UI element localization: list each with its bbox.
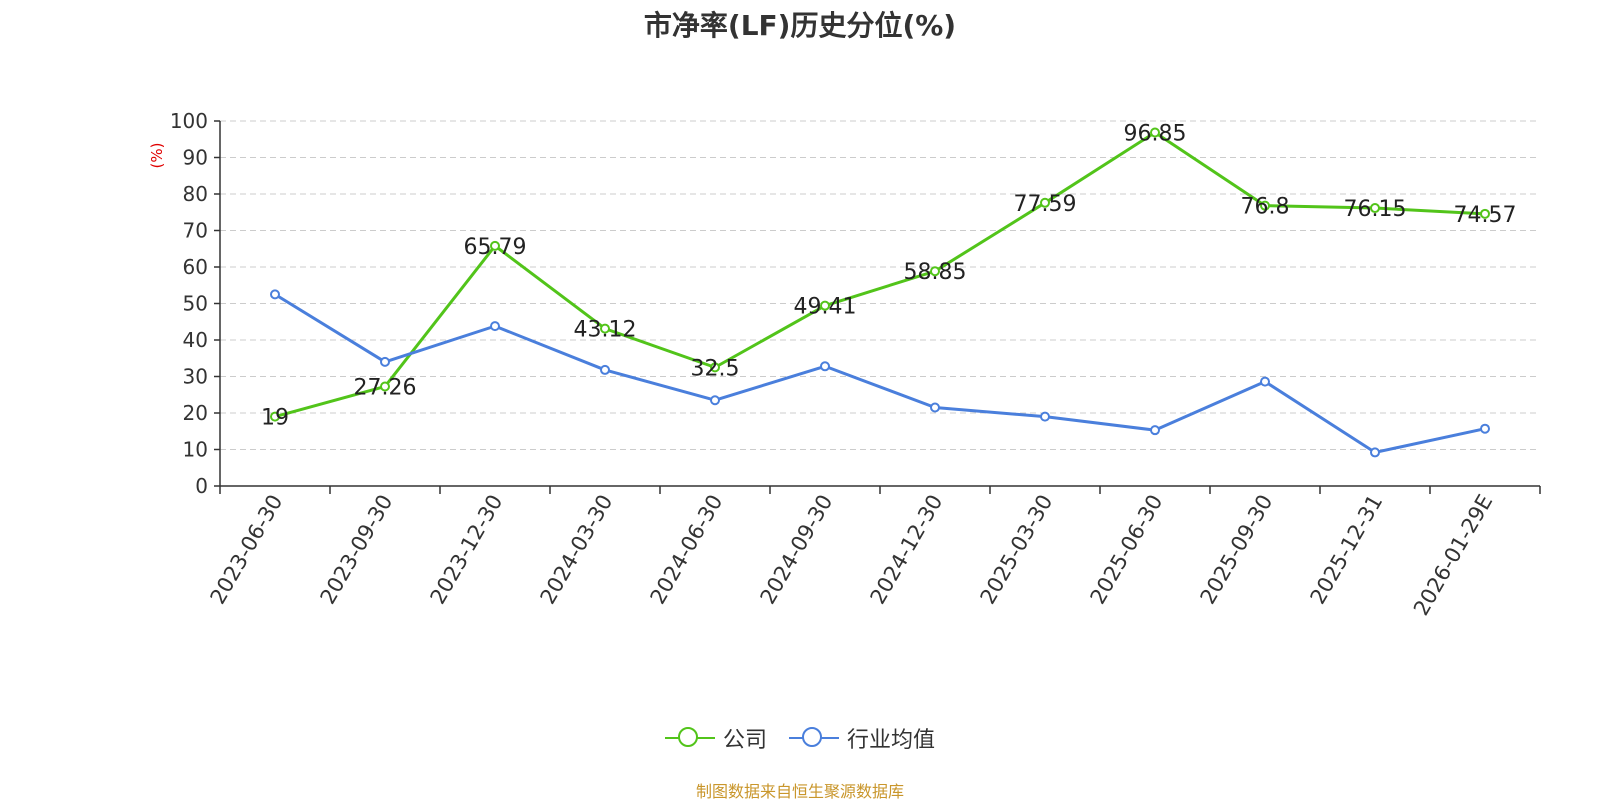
data-point <box>1040 411 1050 422</box>
data-label: 32.5 <box>691 356 740 381</box>
y-tick-label: 60 <box>183 255 208 279</box>
data-label: 96.85 <box>1124 121 1187 146</box>
data-source-note: 制图数据来自恒生聚源数据库 <box>695 782 904 801</box>
legend-label: 行业均值 <box>847 728 936 753</box>
data-point <box>270 289 280 300</box>
data-point <box>710 362 720 373</box>
data-point <box>1480 423 1490 434</box>
data-point <box>930 266 940 277</box>
x-tick-label: 2025-06-30 <box>1086 491 1168 609</box>
y-tick-label: 50 <box>183 292 208 316</box>
data-point <box>380 381 390 392</box>
y-tick-label: 70 <box>183 219 208 243</box>
data-point <box>1150 425 1160 436</box>
data-point <box>600 364 610 375</box>
legend: 公司 行业均值 <box>0 722 1600 754</box>
series-line-2 <box>274 293 1486 454</box>
x-tick-label: 2024-12-30 <box>866 491 948 609</box>
legend-item[interactable]: 行业均值 <box>789 722 935 754</box>
y-tick-label: 10 <box>183 438 208 462</box>
data-point <box>490 240 500 251</box>
x-tick-label: 2024-06-30 <box>646 491 728 609</box>
x-tick-label: 2025-03-30 <box>976 491 1058 609</box>
data-point <box>820 361 830 372</box>
y-axis-label: (%) <box>148 143 166 169</box>
x-tick-label: 2024-09-30 <box>756 491 838 609</box>
y-tick-label: 90 <box>183 146 208 170</box>
data-label: 27.26 <box>354 376 417 401</box>
data-point <box>1260 376 1270 387</box>
data-label: 43.12 <box>574 318 637 343</box>
data-point <box>380 356 390 367</box>
x-tick-label: 2025-12-31 <box>1306 491 1388 609</box>
x-tick-label: 2023-06-30 <box>206 491 288 609</box>
data-point <box>930 402 940 413</box>
data-point <box>820 300 830 311</box>
data-label: 49.41 <box>794 295 857 320</box>
data-label: 76.8 <box>1241 195 1290 220</box>
data-point <box>490 321 500 332</box>
data-point <box>1370 447 1380 458</box>
data-label: 19 <box>261 406 289 431</box>
data-point <box>600 323 610 334</box>
data-point <box>1480 208 1490 219</box>
chart-title: 市净率(LF)历史分位(%) <box>643 9 957 42</box>
data-label: 76.15 <box>1344 197 1407 222</box>
y-tick-label: 0 <box>195 474 208 498</box>
data-point <box>1260 200 1270 211</box>
x-tick-label: 2025-09-30 <box>1196 491 1278 609</box>
data-label: 65.79 <box>464 235 527 260</box>
x-tick-label: 2023-09-30 <box>316 491 398 609</box>
legend-swatch <box>789 726 839 750</box>
data-point <box>270 411 280 422</box>
data-point <box>1370 203 1380 214</box>
y-tick-label: 30 <box>183 365 208 389</box>
data-label: 58.85 <box>904 260 967 285</box>
y-tick-label: 80 <box>183 182 208 206</box>
data-label: 74.57 <box>1454 203 1517 228</box>
data-point <box>710 395 720 406</box>
legend-label: 公司 <box>722 728 767 753</box>
data-label: 77.59 <box>1014 192 1077 217</box>
legend-item[interactable]: 公司 <box>664 722 767 754</box>
x-tick-label: 2023-12-30 <box>426 491 508 609</box>
x-tick-label: 2026-01-29E <box>1409 491 1497 620</box>
legend-swatch <box>664 726 715 750</box>
data-point <box>1040 197 1050 208</box>
x-tick-label: 2024-03-30 <box>536 491 618 609</box>
line-chart: 0 10 20 30 40 50 60 70 80 90 100(%) 2023-06-30 2023-… <box>148 109 1541 620</box>
data-point <box>1150 127 1160 138</box>
y-tick-label: 100 <box>170 109 208 133</box>
y-tick-label: 40 <box>183 328 208 352</box>
y-tick-label: 20 <box>183 401 208 425</box>
series-line-1 <box>274 130 1486 419</box>
